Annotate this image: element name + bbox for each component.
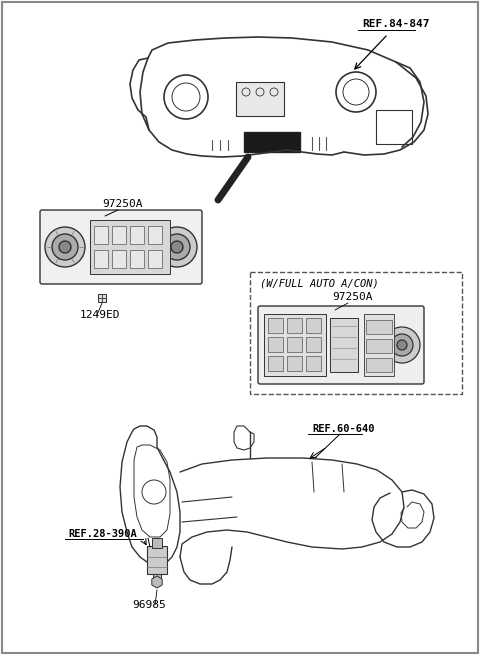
Bar [148,226,162,244]
Bar [90,220,170,274]
Bar [244,132,300,152]
Bar [94,250,108,268]
Bar [330,318,358,372]
Text: 97250A: 97250A [332,292,372,302]
Bar [268,337,283,352]
Bar [264,314,326,376]
Circle shape [164,234,190,260]
Circle shape [397,340,407,350]
Bar [147,546,167,574]
Circle shape [391,334,413,356]
Bar [306,318,321,333]
Bar [287,318,302,333]
Bar [287,337,302,352]
Bar [366,320,392,334]
Bar [366,339,392,353]
Circle shape [45,227,85,267]
Bar [376,110,412,144]
Bar [364,314,394,376]
Polygon shape [152,576,162,588]
Circle shape [59,241,71,253]
Text: 97250A: 97250A [102,199,143,209]
Bar [153,574,161,584]
Bar [112,226,126,244]
Bar [306,356,321,371]
FancyBboxPatch shape [258,306,424,384]
Bar [148,250,162,268]
Bar [287,356,302,371]
Bar [98,294,106,302]
Text: (W/FULL AUTO A/CON): (W/FULL AUTO A/CON) [260,278,379,288]
Text: REF.60-640: REF.60-640 [312,424,374,434]
Text: 1249ED: 1249ED [80,310,120,320]
Bar [306,337,321,352]
Circle shape [384,327,420,363]
FancyBboxPatch shape [40,210,202,284]
Circle shape [52,234,78,260]
Bar [152,538,162,548]
Bar [130,250,144,268]
Circle shape [171,241,183,253]
Bar [250,272,462,394]
Bar [94,226,108,244]
Bar [268,356,283,371]
Text: REF.28-390A: REF.28-390A [68,529,137,539]
Text: REF.84-847: REF.84-847 [362,19,430,29]
Circle shape [157,227,197,267]
Bar [268,318,283,333]
Text: 96985: 96985 [132,600,166,610]
Bar [112,250,126,268]
Bar [236,82,284,116]
Bar [130,226,144,244]
Bar [366,358,392,372]
